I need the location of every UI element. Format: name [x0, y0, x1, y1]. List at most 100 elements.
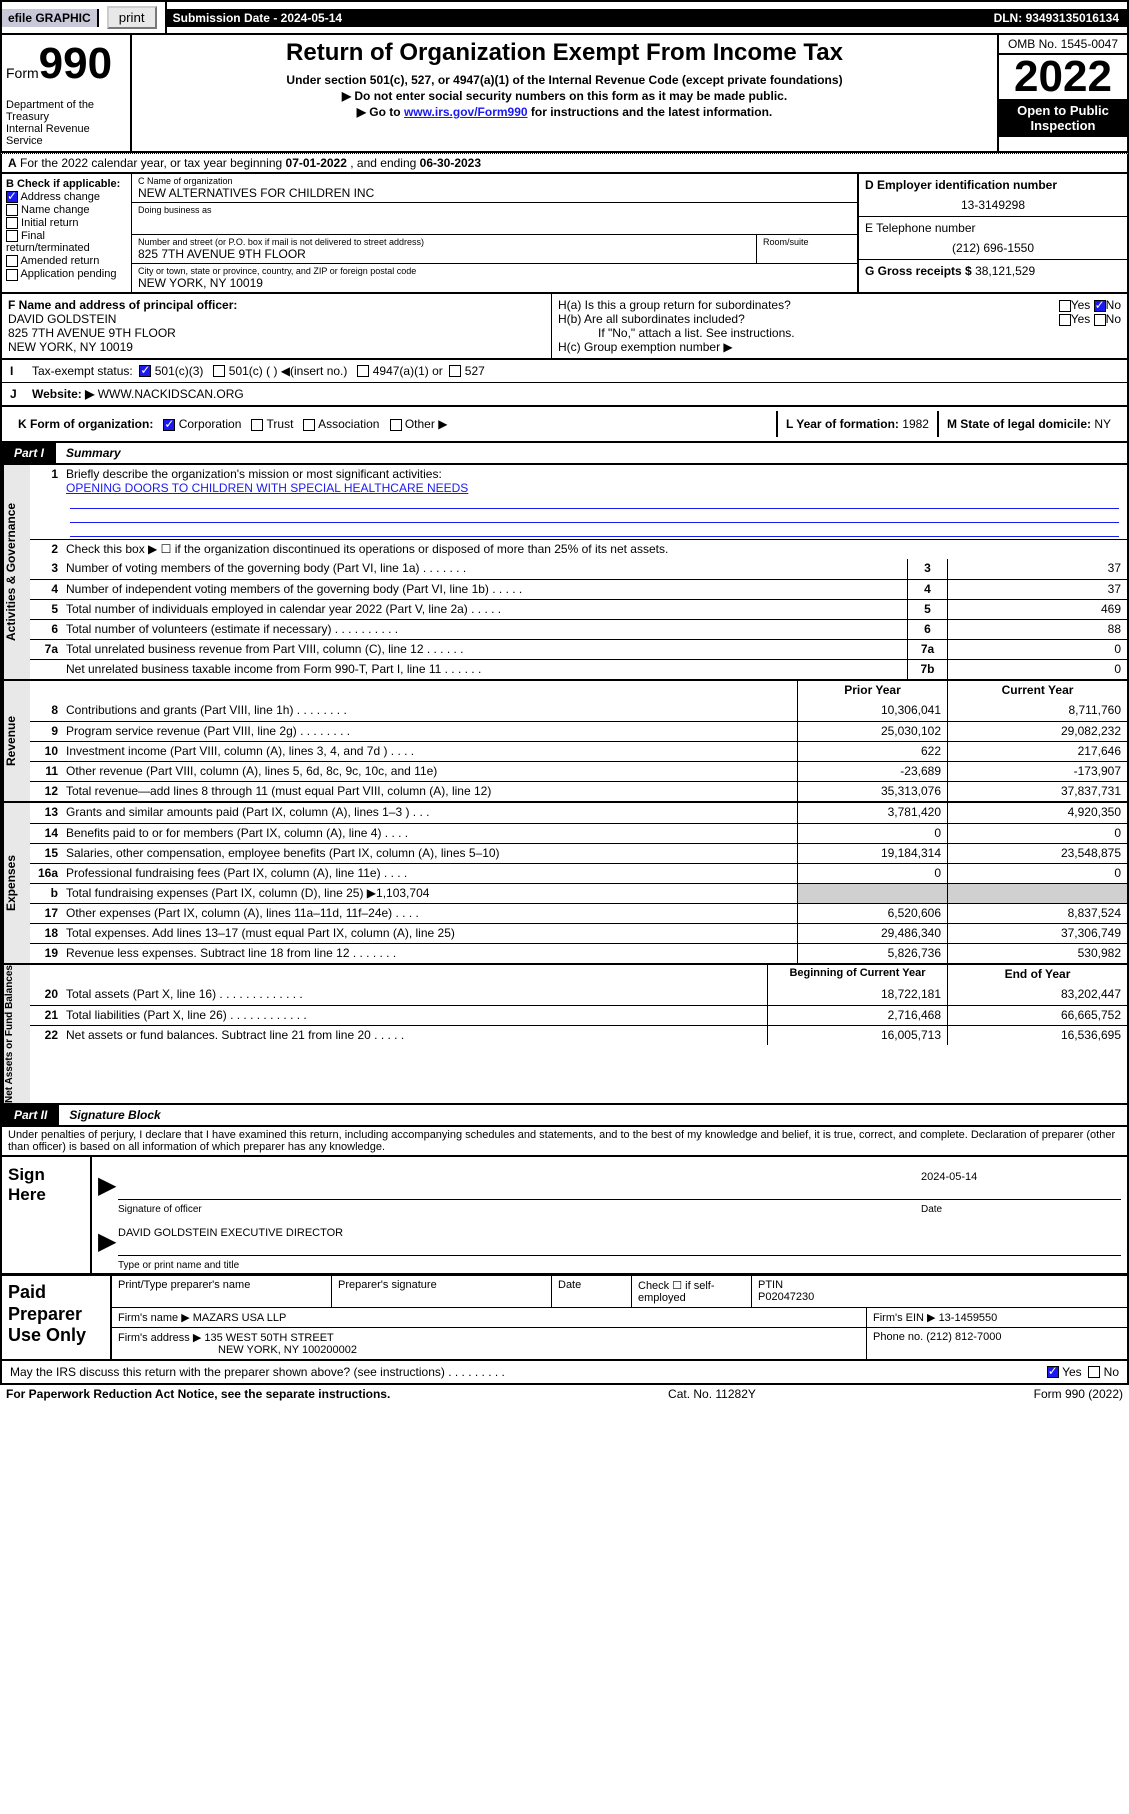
netassets-line-22: 22Net assets or fund balances. Subtract … [30, 1025, 1127, 1045]
expense-line-13: 13Grants and similar amounts paid (Part … [30, 803, 1127, 823]
name-label: Type or print name and title [118, 1260, 1121, 1271]
preparer-sig-label: Preparer's signature [332, 1276, 552, 1307]
begin-year-hdr: Beginning of Current Year [767, 965, 947, 985]
summary-revenue: Revenue Prior YearCurrent Year 8Contribu… [0, 681, 1129, 803]
summary-activities: Activities & Governance 1 Briefly descri… [0, 465, 1129, 681]
print-button[interactable]: print [107, 6, 157, 29]
officer-name: DAVID GOLDSTEIN [8, 312, 545, 326]
summary-line-5: 5Total number of individuals employed in… [30, 599, 1127, 619]
section-deg: D Employer identification number13-31492… [857, 174, 1127, 292]
section-c: C Name of organizationNEW ALTERNATIVES F… [132, 174, 857, 292]
row-j-website: JWebsite: ▶ WWW.NACKIDSCAN.ORG [0, 383, 1129, 407]
irs-link[interactable]: www.irs.gov/Form990 [404, 105, 528, 119]
page-footer: For Paperwork Reduction Act Notice, see … [0, 1385, 1129, 1403]
signature-block: Under penalties of perjury, I declare th… [0, 1127, 1129, 1275]
expense-line-19: 19Revenue less expenses. Subtract line 1… [30, 943, 1127, 963]
discuss-no-check [1088, 1366, 1100, 1378]
self-employed-check: Check ☐ if self-employed [632, 1276, 752, 1307]
side-net-assets: Net Assets or Fund Balances [2, 965, 30, 1103]
city-label: City or town, state or province, country… [138, 266, 851, 276]
k-label: K Form of organization: [18, 417, 153, 431]
year-formation: 1982 [902, 417, 929, 431]
g-label: G Gross receipts $ [865, 264, 975, 278]
firm-ein: 13-1459550 [939, 1312, 998, 1324]
website-url: WWW.NACKIDSCAN.ORG [98, 387, 244, 401]
declaration-text: Under penalties of perjury, I declare th… [2, 1127, 1127, 1155]
officer-addr2: NEW YORK, NY 10019 [8, 340, 545, 354]
summary-line-4: 4Number of independent voting members of… [30, 579, 1127, 599]
ein: 13-3149298 [865, 192, 1121, 212]
summary-line-7b: Net unrelated business taxable income fr… [30, 659, 1127, 679]
form-number: Form990 [6, 39, 126, 89]
part-ii-title: Signature Block [59, 1105, 170, 1125]
summary-expenses: Expenses 13Grants and similar amounts pa… [0, 803, 1129, 965]
firm-name: MAZARS USA LLP [193, 1312, 287, 1324]
firm-city: NEW YORK, NY 100200002 [118, 1344, 357, 1356]
date-label: Date [921, 1204, 1121, 1215]
revenue-line-12: 12Total revenue—add lines 8 through 11 (… [30, 781, 1127, 801]
part-ii-header: Part II Signature Block [0, 1105, 1129, 1127]
e-label: E Telephone number [865, 221, 1121, 235]
tax-year: 2022 [999, 55, 1127, 99]
end-year-hdr: End of Year [947, 965, 1127, 985]
form-ref: Form 990 (2022) [1034, 1387, 1123, 1401]
dln: DLN: 93493135016134 [988, 9, 1127, 27]
efile-label: efile GRAPHIC [2, 9, 99, 27]
header-sub3: ▶ Go to www.irs.gov/Form990 for instruct… [140, 105, 989, 119]
header-left: Form990 Department of the Treasury Inter… [2, 35, 132, 151]
line-2: Check this box ▶ ☐ if the organization d… [62, 540, 1127, 559]
paid-preparer-block: Paid Preparer Use Only Print/Type prepar… [0, 1275, 1129, 1361]
block-fh: F Name and address of principal officer:… [0, 294, 1129, 360]
501c3-checkbox [139, 365, 151, 377]
part-i-header: Part I Summary [0, 443, 1129, 465]
open-inspection: Open to Public Inspection [999, 99, 1127, 137]
sign-here-label: Sign Here [2, 1157, 92, 1273]
side-activities: Activities & Governance [2, 465, 30, 679]
expense-line-16a: 16aProfessional fundraising fees (Part I… [30, 863, 1127, 883]
legal-domicile: NY [1094, 417, 1111, 431]
officer-addr1: 825 7TH AVENUE 9TH FLOOR [8, 326, 545, 340]
dept-label: Department of the Treasury Internal Reve… [6, 89, 126, 147]
hc-label: H(c) Group exemption number ▶ [558, 340, 1121, 354]
current-year-hdr: Current Year [947, 681, 1127, 701]
h-note: If "No," attach a list. See instructions… [558, 326, 1121, 340]
block-bcdeg: B Check if applicable: Address change Na… [0, 174, 1129, 294]
part-i-title: Summary [56, 443, 131, 463]
side-revenue: Revenue [2, 681, 30, 801]
part-i-tag: Part I [2, 443, 56, 463]
checkbox-initial-return: Initial return [6, 217, 127, 229]
cat-no: Cat. No. 11282Y [668, 1387, 756, 1401]
signature-arrow-icon: ▶ [98, 1172, 116, 1199]
form-title: Return of Organization Exempt From Incom… [140, 39, 989, 67]
firm-address: 135 WEST 50TH STREET [204, 1332, 333, 1344]
side-expenses: Expenses [2, 803, 30, 963]
checkbox-amended-return: Amended return [6, 255, 127, 267]
submission-date: Submission Date - 2024-05-14 [167, 9, 988, 27]
ptin: P02047230 [758, 1291, 814, 1303]
j-label: Website: ▶ [32, 387, 94, 401]
org-name: NEW ALTERNATIVES FOR CHILDREN INC [138, 186, 851, 200]
summary-line-3: 3Number of voting members of the governi… [30, 559, 1127, 579]
header-sub2: ▶ Do not enter social security numbers o… [140, 89, 989, 103]
revenue-line-8: 8Contributions and grants (Part VIII, li… [30, 701, 1127, 721]
firm-phone: (212) 812-7000 [926, 1331, 1001, 1343]
summary-net-assets: Net Assets or Fund Balances Beginning of… [0, 965, 1129, 1105]
mission-text: OPENING DOORS TO CHILDREN WITH SPECIAL H… [66, 481, 468, 495]
section-h: H(a) Is this a group return for subordin… [552, 294, 1127, 358]
dba-label: Doing business as [138, 205, 851, 215]
preparer-name-label: Print/Type preparer's name [112, 1276, 332, 1307]
street-address: 825 7TH AVENUE 9TH FLOOR [138, 247, 750, 261]
mission-label: Briefly describe the organization's miss… [66, 467, 442, 481]
expense-line-17: 17Other expenses (Part IX, column (A), l… [30, 903, 1127, 923]
name-arrow-icon: ▶ [98, 1228, 116, 1255]
revenue-line-9: 9Program service revenue (Part VIII, lin… [30, 721, 1127, 741]
checkbox-application-pending: Application pending [6, 268, 127, 280]
l-label: L Year of formation: [786, 417, 902, 431]
gross-receipts: 38,121,529 [975, 264, 1035, 278]
netassets-line-21: 21Total liabilities (Part X, line 26) . … [30, 1005, 1127, 1025]
m-label: M State of legal domicile: [947, 417, 1094, 431]
row-i-tax-status: ITax-exempt status: 501(c)(3) 501(c) ( )… [0, 360, 1129, 383]
section-f: F Name and address of principal officer:… [2, 294, 552, 358]
revenue-line-11: 11Other revenue (Part VIII, column (A), … [30, 761, 1127, 781]
paid-preparer-label: Paid Preparer Use Only [2, 1276, 112, 1359]
